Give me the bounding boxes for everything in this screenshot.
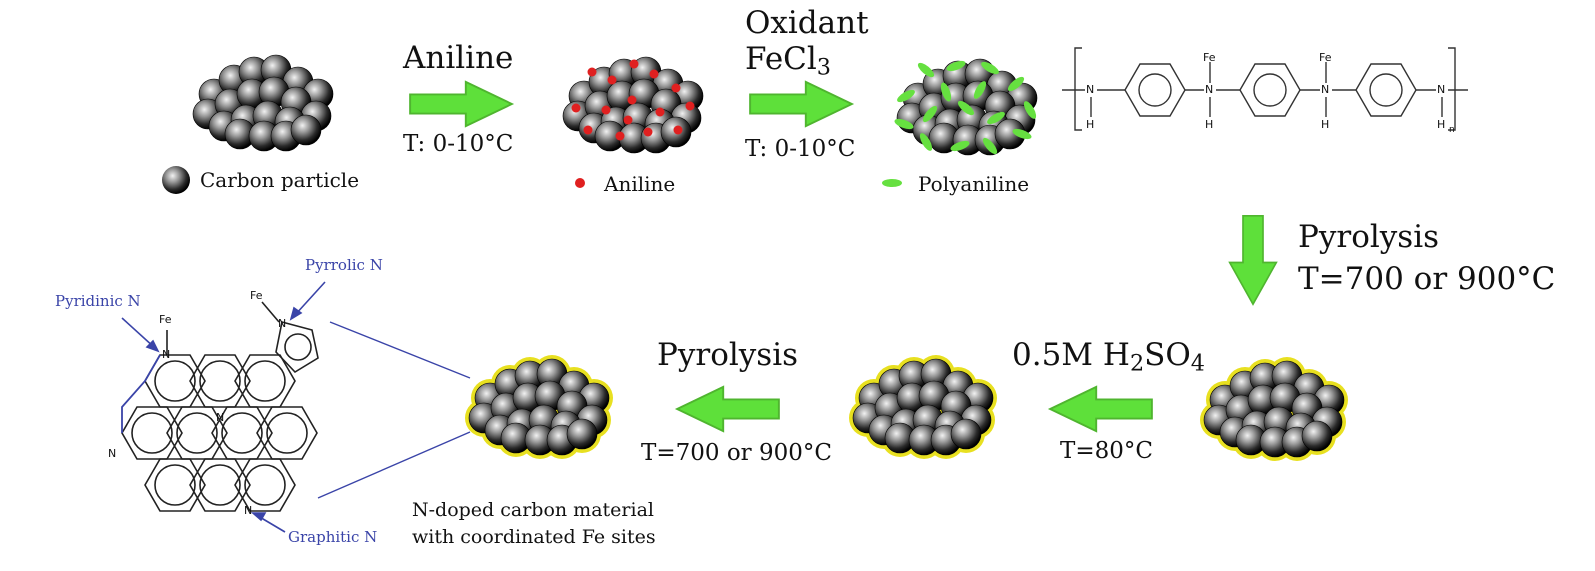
pani-fe1: Fe: [1203, 51, 1216, 64]
aniline-molecule: [607, 75, 617, 85]
n-atom-center: N: [216, 411, 225, 424]
carbon-particle: [290, 114, 322, 146]
aniline-molecule: [643, 127, 653, 137]
polyaniline-chain: [957, 100, 975, 116]
carbon-cluster-polyaniline: [894, 58, 1038, 156]
pyrrolic-n-label: Pyrrolic N: [305, 256, 383, 274]
arrow-step4: [1049, 385, 1153, 433]
pani-h1: H: [1086, 118, 1095, 131]
n-type-pointers: [121, 281, 326, 533]
carbon-particle: [566, 418, 598, 450]
step4-reagent: 0.5M H2SO4: [1012, 337, 1205, 377]
zoom-line-top: [329, 321, 471, 379]
step5-temp: T=700 or 900°C: [641, 440, 832, 466]
polyaniline-chain: [917, 62, 935, 78]
carbon-cluster-aniline: [562, 56, 704, 154]
step4-temp: T=80°C: [1060, 438, 1153, 464]
carbon-cluster-acid-leached: [849, 355, 997, 459]
carbon-cluster-final: [465, 355, 613, 459]
step2-reagent-line2: FeCl3: [745, 41, 831, 81]
aniline-legend-label: Aniline: [604, 172, 676, 196]
aniline-molecule: [615, 131, 625, 141]
arrow-step2: [749, 80, 853, 128]
polyaniline-chain: [982, 137, 998, 155]
polyaniline-chain: [922, 105, 938, 123]
polyaniline-chain: [981, 61, 999, 75]
aniline-legend-icon: [575, 178, 585, 188]
n-atom-pyridinic: N: [162, 348, 171, 361]
aniline-molecule: [587, 67, 597, 77]
n-atom-graphitic: N: [244, 504, 253, 517]
carbon-particle: [1301, 420, 1333, 452]
polyaniline-legend-icon: [882, 179, 902, 187]
product-caption-line2: with coordinated Fe sites: [412, 526, 656, 548]
step3-label: Pyrolysis: [1298, 219, 1440, 255]
fe-atom-pyrrolic: Fe: [250, 289, 263, 302]
step5-label: Pyrolysis: [657, 337, 799, 373]
pani-n2: N: [1205, 83, 1214, 96]
arrow-step5: [676, 385, 780, 433]
aniline-molecule: [655, 107, 665, 117]
polyaniline-chain: [897, 89, 915, 103]
step2-reagent-line1: Oxidant: [745, 5, 869, 41]
fe-atom-pyridinic: Fe: [159, 313, 172, 326]
n-doped-graphene-structure: [121, 301, 319, 512]
polyaniline-legend-label: Polyaniline: [918, 172, 1030, 196]
aniline-molecule: [649, 69, 659, 79]
pyridinic-n-label: Pyridinic N: [55, 292, 141, 310]
polyaniline-chain: [940, 82, 952, 102]
aniline-molecule: [601, 105, 611, 115]
graphitic-n-label: Graphitic N: [288, 528, 378, 546]
pani-fe2: Fe: [1319, 51, 1332, 64]
zoom-line-bottom: [317, 431, 471, 499]
step1-reagent: Aniline: [403, 40, 514, 76]
aniline-molecule: [583, 125, 593, 135]
pani-n1: N: [1086, 83, 1095, 96]
step2-temp: T: 0-10°C: [745, 136, 856, 162]
polyaniline-chain: [919, 133, 933, 151]
pani-h3: H: [1321, 118, 1330, 131]
step3-temp: T=700 or 900°C: [1298, 261, 1556, 297]
polyaniline-chain: [946, 60, 966, 72]
product-caption-line1: N-doped carbon material: [412, 499, 654, 521]
polyaniline-structure: [1062, 47, 1468, 131]
polyaniline-chain: [1023, 101, 1037, 119]
polyaniline-chain: [1007, 76, 1025, 92]
polyaniline-chain: [1012, 128, 1032, 140]
aniline-molecule: [571, 103, 581, 113]
carbon-cluster-pyrolyzed: [1200, 357, 1348, 461]
step1-temp: T: 0-10°C: [403, 131, 514, 157]
pani-h2: H: [1205, 118, 1214, 131]
carbon-particle: [950, 418, 982, 450]
pani-n3: N: [1321, 83, 1330, 96]
aniline-molecule: [673, 125, 683, 135]
carbon-particle-legend-label: Carbon particle: [200, 168, 360, 192]
polyaniline-chain: [894, 118, 914, 130]
aniline-molecule: [627, 95, 637, 105]
polyaniline-chain: [950, 140, 970, 152]
n-atom-edge: N: [108, 447, 117, 460]
polyaniline-chain: [973, 81, 987, 99]
aniline-molecule: [671, 83, 681, 93]
carbon-particle-legend-icon: [162, 166, 190, 194]
n-atom-pyrrolic: N: [278, 317, 287, 330]
aniline-molecule: [629, 59, 639, 69]
carbon-cluster-bare: [192, 54, 334, 152]
arrow-step3: [1228, 214, 1278, 306]
pani-h4: H: [1437, 118, 1446, 131]
aniline-molecule: [685, 101, 695, 111]
polyaniline-chain: [987, 111, 1005, 125]
pyridinic-ring-highlight: [121, 354, 161, 433]
arrow-step1: [409, 80, 513, 128]
aniline-molecule: [623, 115, 633, 125]
pani-n4: N: [1437, 83, 1446, 96]
pani-repeat-n: n: [1449, 125, 1455, 135]
